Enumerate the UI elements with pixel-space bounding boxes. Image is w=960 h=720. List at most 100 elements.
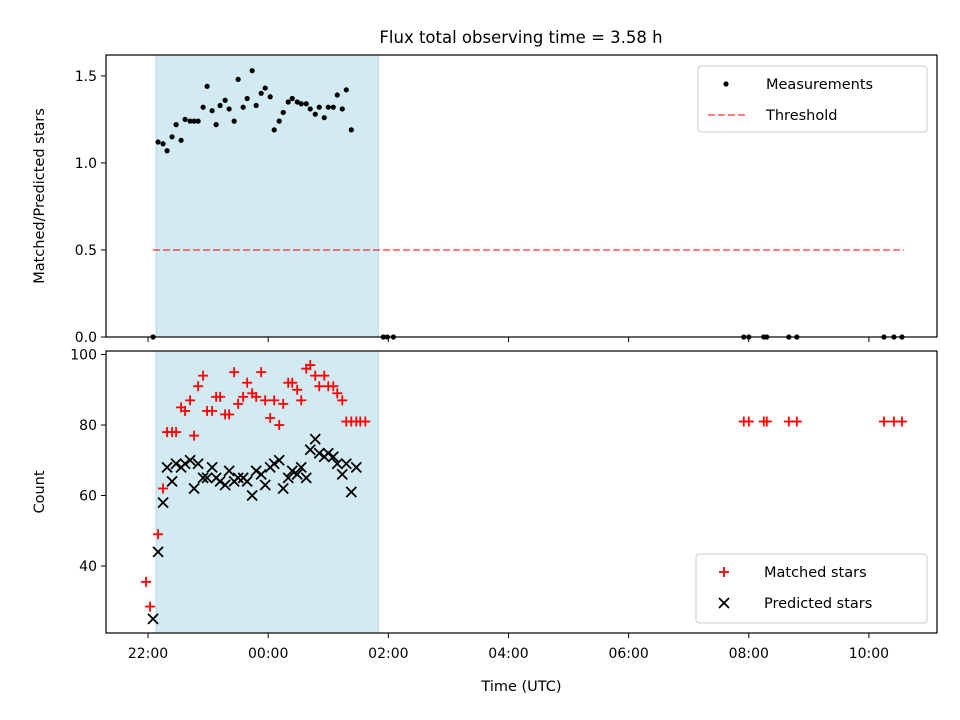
- data-point: [316, 104, 322, 110]
- data-point: [223, 465, 235, 477]
- data-point: [307, 106, 313, 112]
- ratio-panel: 0.0 0.5 1.0 1.5 Matched/Predicted stars Measu…: [32, 54, 938, 346]
- data-point: [314, 381, 325, 392]
- data-point: [265, 412, 276, 423]
- data-point: [187, 118, 193, 124]
- data-point-b: [246, 489, 258, 502]
- y-tick-label: 60: [79, 489, 97, 505]
- data-point: [182, 116, 188, 123]
- data-point: [271, 127, 277, 133]
- legend-marker: [718, 597, 730, 609]
- data-point: [256, 367, 267, 378]
- data-point: [298, 101, 304, 107]
- data-point: [303, 101, 309, 107]
- data-point: [343, 87, 349, 93]
- x-tick-label: 04:00: [488, 646, 528, 662]
- data-point: [360, 416, 371, 427]
- data-point: [242, 377, 253, 388]
- data-point: [286, 465, 298, 477]
- data-point-b: [152, 546, 164, 558]
- data-point: [161, 461, 173, 473]
- legend-box: [697, 65, 928, 133]
- data-point: [345, 486, 357, 498]
- legend-box: [695, 553, 928, 624]
- data-point: [312, 111, 318, 117]
- data-point-b: [192, 458, 204, 470]
- data-point: [896, 416, 907, 427]
- y-tick-label: 100: [70, 348, 97, 364]
- data-point: [232, 472, 244, 484]
- data-point: [213, 122, 219, 128]
- data-point: [197, 472, 209, 484]
- data-point: [160, 141, 166, 147]
- data-point: [295, 461, 307, 473]
- data-point-b: [340, 458, 352, 470]
- data-point: [350, 461, 362, 473]
- data-point: [171, 427, 182, 438]
- data-point: [310, 370, 321, 381]
- data-point: [276, 118, 282, 124]
- observing-span: [155, 54, 379, 338]
- y-tick-label: 0.0: [75, 330, 97, 346]
- legend: Measurements Threshold: [697, 65, 928, 133]
- x-tick-label: 00:00: [248, 646, 288, 662]
- data-point: [300, 472, 312, 484]
- data-point: [152, 546, 164, 558]
- data-point: [185, 395, 196, 406]
- data-point: [201, 472, 213, 484]
- data-point-b: [179, 458, 191, 470]
- data-point-b: [147, 613, 159, 625]
- data-point: [217, 102, 223, 109]
- data-point-b: [327, 451, 339, 463]
- data-point: [235, 76, 241, 82]
- data-point: [179, 458, 191, 470]
- data-point: [336, 468, 348, 481]
- legend-marker-b: [718, 597, 730, 609]
- data-point: [195, 118, 201, 124]
- data-point: [241, 475, 253, 488]
- data-point: [339, 106, 345, 112]
- data-point: [319, 370, 330, 381]
- data-point: [178, 137, 184, 143]
- data-point: [229, 367, 240, 378]
- chart-title: Flux total observing time = 3.58 h: [379, 28, 662, 47]
- data-point: [262, 85, 268, 91]
- data-point: [231, 118, 237, 124]
- data-point: [296, 395, 307, 406]
- y-tick-label: 1.5: [75, 69, 97, 85]
- x-tick-label: 02:00: [368, 646, 408, 662]
- data-point-b: [214, 475, 226, 488]
- y-axis-label: Count: [32, 470, 48, 513]
- data-point-b: [188, 482, 200, 495]
- data-point: [224, 409, 235, 420]
- data-point: [251, 391, 262, 402]
- data-point-b: [268, 458, 280, 470]
- data-point: [325, 104, 331, 110]
- data-point: [170, 458, 182, 470]
- data-point-b: [291, 468, 303, 481]
- data-point: [330, 104, 336, 110]
- data-point: [153, 529, 164, 540]
- data-point-b: [241, 475, 253, 488]
- data-point-b: [336, 468, 348, 481]
- data-point-b: [313, 447, 325, 459]
- data-point-b: [350, 461, 362, 473]
- data-point: [207, 405, 218, 416]
- data-point: [273, 454, 285, 466]
- data-point-b: [232, 472, 244, 484]
- data-point: [280, 109, 286, 116]
- data-point: [278, 398, 289, 409]
- series-predicted-stars: [147, 433, 362, 625]
- data-point-b: [277, 482, 289, 495]
- data-point-b: [300, 472, 312, 484]
- data-point: [282, 472, 294, 484]
- data-point: [233, 398, 244, 409]
- data-point: [309, 433, 321, 445]
- data-point-b: [157, 496, 169, 509]
- data-point: [259, 479, 271, 491]
- data-point: [274, 420, 285, 431]
- data-point: [267, 94, 273, 100]
- data-point-b: [345, 486, 357, 498]
- data-point: [169, 134, 175, 140]
